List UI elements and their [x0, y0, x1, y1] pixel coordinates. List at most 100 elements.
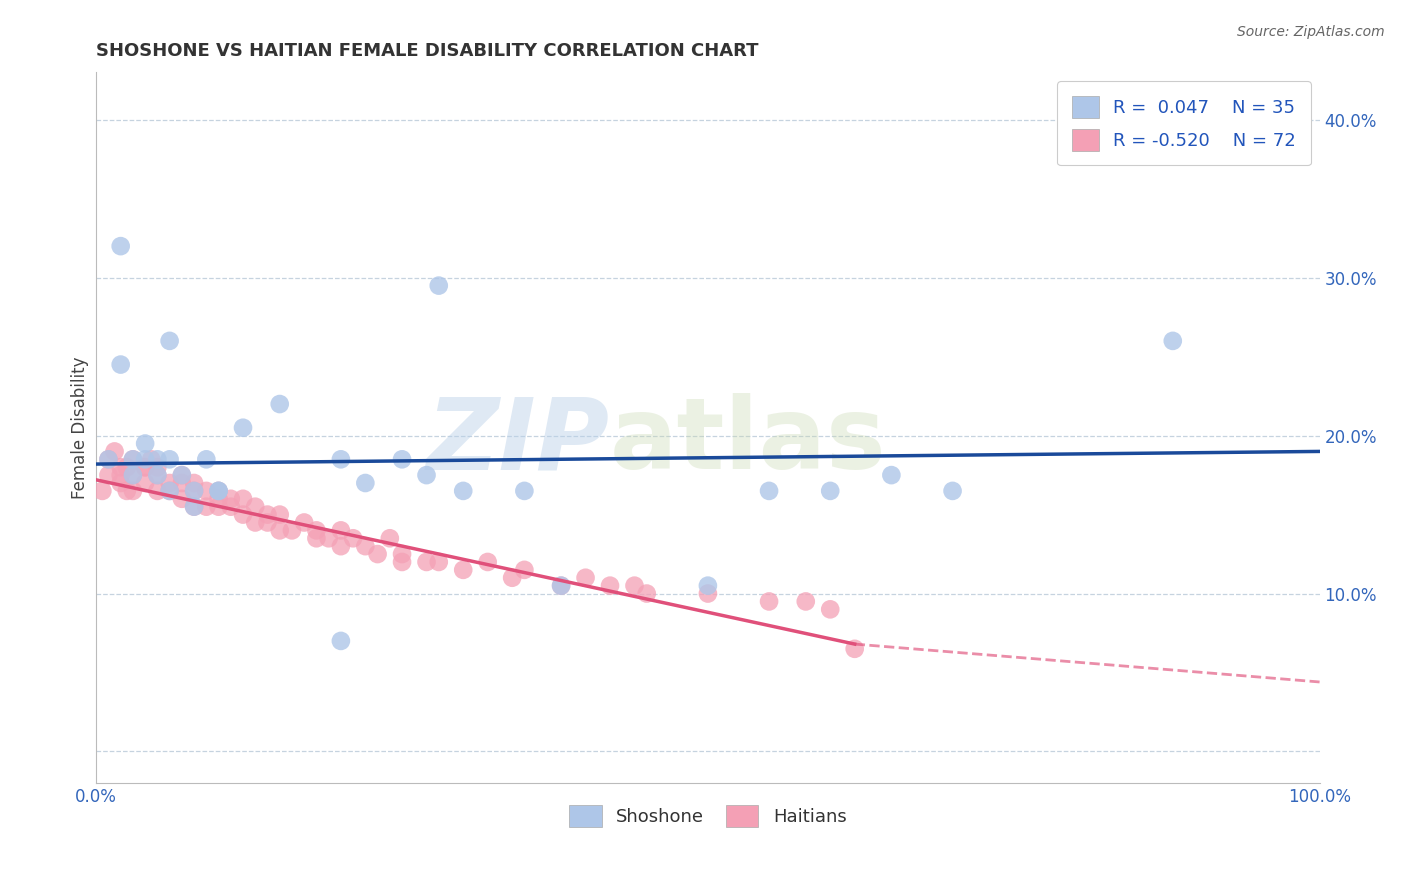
Point [342, 531, 364, 545]
Point [1161, 334, 1184, 348]
Point [134, 460, 156, 475]
Point [415, 555, 437, 569]
Point [146, 460, 169, 475]
Point [183, 500, 205, 514]
Point [97, 468, 120, 483]
Text: ZIP: ZIP [427, 393, 610, 491]
Point [636, 586, 658, 600]
Point [110, 358, 132, 372]
Point [391, 555, 413, 569]
Point [329, 524, 352, 538]
Point [794, 594, 817, 608]
Point [391, 452, 413, 467]
Point [269, 524, 291, 538]
Point [159, 483, 181, 498]
Text: atlas: atlas [610, 393, 887, 491]
Text: SHOSHONE VS HAITIAN FEMALE DISABILITY CORRELATION CHART: SHOSHONE VS HAITIAN FEMALE DISABILITY CO… [96, 42, 759, 60]
Point [134, 452, 156, 467]
Point [758, 594, 780, 608]
Point [159, 475, 181, 490]
Point [354, 539, 377, 553]
Point [159, 334, 181, 348]
Point [415, 468, 437, 483]
Point [195, 452, 218, 467]
Point [305, 524, 328, 538]
Point [245, 500, 267, 514]
Point [207, 483, 229, 498]
Point [232, 508, 254, 522]
Point [183, 475, 205, 490]
Point [354, 475, 377, 490]
Point [513, 483, 536, 498]
Point [146, 468, 169, 483]
Point [818, 483, 841, 498]
Point [513, 563, 536, 577]
Point [122, 452, 145, 467]
Point [170, 468, 193, 483]
Point [134, 460, 156, 475]
Point [550, 579, 572, 593]
Point [146, 452, 169, 467]
Point [477, 555, 499, 569]
Point [219, 500, 242, 514]
Point [942, 483, 965, 498]
Point [256, 508, 278, 522]
Point [501, 571, 523, 585]
Point [195, 500, 218, 514]
Point [122, 483, 145, 498]
Y-axis label: Female Disability: Female Disability [72, 357, 89, 499]
Text: Source: ZipAtlas.com: Source: ZipAtlas.com [1237, 25, 1385, 39]
Point [110, 468, 132, 483]
Point [574, 571, 596, 585]
Point [97, 452, 120, 467]
Point [451, 483, 474, 498]
Point [818, 602, 841, 616]
Point [122, 452, 145, 467]
Point [110, 460, 132, 475]
Point [623, 579, 645, 593]
Point [329, 539, 352, 553]
Point [183, 500, 205, 514]
Point [378, 531, 401, 545]
Point [115, 460, 138, 475]
Point [141, 452, 163, 467]
Point [696, 579, 718, 593]
Point [232, 421, 254, 435]
Point [844, 641, 866, 656]
Point [103, 444, 125, 458]
Point [110, 475, 132, 490]
Point [195, 483, 218, 498]
Point [170, 475, 193, 490]
Point [207, 491, 229, 506]
Point [318, 531, 340, 545]
Point [110, 239, 132, 253]
Point [207, 483, 229, 498]
Point [391, 547, 413, 561]
Point [207, 483, 229, 498]
Point [329, 634, 352, 648]
Point [269, 508, 291, 522]
Point [758, 483, 780, 498]
Point [245, 516, 267, 530]
Point [269, 397, 291, 411]
Point [122, 468, 145, 483]
Point [292, 516, 315, 530]
Point [91, 483, 114, 498]
Point [134, 436, 156, 450]
Point [134, 475, 156, 490]
Point [329, 452, 352, 467]
Point [281, 524, 304, 538]
Point [183, 483, 205, 498]
Point [170, 491, 193, 506]
Legend: Shoshone, Haitians: Shoshone, Haitians [562, 798, 853, 834]
Point [599, 579, 621, 593]
Point [550, 579, 572, 593]
Point [115, 483, 138, 498]
Point [146, 483, 169, 498]
Point [122, 468, 145, 483]
Point [305, 531, 328, 545]
Point [367, 547, 389, 561]
Point [427, 555, 450, 569]
Point [146, 468, 169, 483]
Point [696, 586, 718, 600]
